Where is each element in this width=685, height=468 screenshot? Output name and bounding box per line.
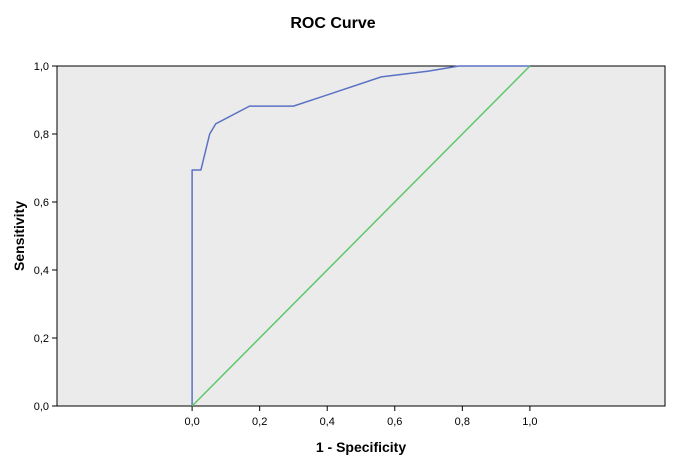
chart-title: ROC Curve <box>290 15 375 32</box>
x-tick-label: 0,6 <box>387 416 402 428</box>
y-tick-label: 0,2 <box>34 333 49 345</box>
x-tick-label: 1,0 <box>522 416 537 428</box>
x-tick-label: 0,2 <box>252 416 267 428</box>
y-tick-label: 0,0 <box>34 401 49 413</box>
reference-diagonal-line <box>191 65 531 407</box>
x-tick-label: 0,4 <box>320 416 335 428</box>
x-axis-label: 1 - Specificity <box>316 439 406 455</box>
y-tick-label: 1,0 <box>34 61 49 73</box>
roc-curve-line <box>191 65 530 406</box>
y-axis-label: Sensitivity <box>11 201 27 271</box>
y-tick-label: 0,8 <box>34 129 49 141</box>
y-tick-label: 0,4 <box>34 265 49 277</box>
x-tick-label: 0,8 <box>455 416 470 428</box>
y-tick-label: 0,6 <box>34 197 49 209</box>
x-tick-label: 0,0 <box>184 416 199 428</box>
